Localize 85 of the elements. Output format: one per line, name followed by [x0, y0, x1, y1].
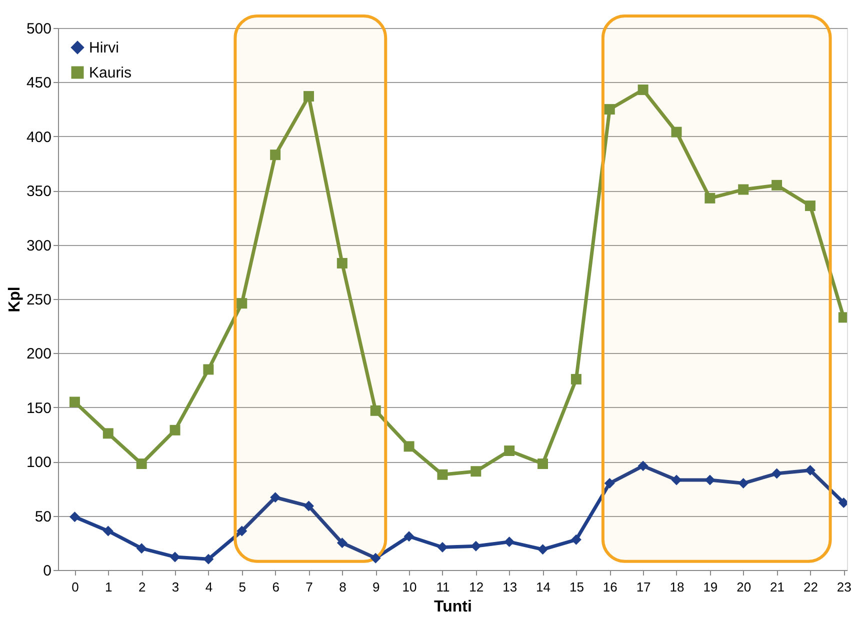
point: [704, 474, 716, 486]
point: [270, 492, 281, 503]
point: [470, 540, 482, 552]
x-tick-label: 12: [469, 580, 484, 594]
point: [504, 446, 515, 456]
point: [102, 526, 114, 536]
x-tick-label: 17: [636, 580, 651, 594]
x-tick-label: 5: [238, 580, 246, 594]
point: [69, 512, 80, 522]
x-tick-label: 16: [602, 580, 618, 594]
x-tick-label: 8: [339, 580, 346, 594]
point: [704, 192, 716, 204]
point: [203, 364, 214, 375]
y-tick-label: 250: [26, 292, 52, 308]
point: [404, 531, 414, 542]
point: [738, 478, 749, 489]
point: [638, 84, 648, 96]
point: [304, 91, 314, 102]
x-tick-label: 4: [205, 580, 213, 594]
point: [370, 405, 381, 416]
point: [370, 552, 381, 564]
point: [69, 396, 80, 408]
point: [470, 466, 482, 477]
point: [804, 200, 816, 212]
point: [336, 538, 348, 548]
x-axis-title: Tunti: [434, 598, 472, 616]
point: [604, 478, 615, 489]
x-tick-label: 14: [536, 580, 550, 594]
point: [671, 474, 682, 486]
point: [437, 469, 448, 480]
point: [738, 184, 749, 195]
x-tick-label: 15: [569, 580, 584, 594]
point: [570, 374, 582, 384]
x-tick-label: 18: [670, 580, 684, 594]
point: [236, 526, 248, 536]
point: [638, 460, 648, 472]
point: [604, 104, 615, 115]
x-tick-label: 7: [306, 580, 313, 594]
point: [236, 298, 248, 309]
y-tick-label: 500: [26, 20, 52, 38]
x-tick-label: 13: [502, 580, 518, 594]
y-tick-label: 150: [26, 400, 52, 417]
x-tick-label: 6: [272, 580, 280, 594]
x-tick-label: 1: [105, 580, 112, 594]
point: [772, 180, 782, 190]
x-tick-label: 19: [703, 580, 718, 594]
y-tick-label: 350: [26, 183, 52, 200]
y-axis-title: Kpl: [6, 286, 24, 312]
point: [671, 126, 682, 138]
legend-label: Kauris: [89, 64, 132, 82]
x-tick-label: 2: [138, 580, 146, 594]
x-tick-label: 11: [436, 580, 450, 594]
point: [538, 544, 548, 555]
y-tick-label: 300: [26, 237, 52, 254]
x-tick-label: 9: [372, 580, 380, 594]
y-tick-label: 100: [26, 454, 52, 472]
y-tick-label: 50: [34, 508, 52, 526]
y-tick-label: 200: [26, 346, 52, 363]
point: [136, 458, 147, 470]
legend-label: Hirvi: [89, 40, 119, 56]
y-tick-label: 0: [43, 562, 52, 580]
point: [404, 441, 414, 452]
point: [772, 468, 782, 479]
point: [170, 552, 180, 562]
x-tick-label: 0: [72, 580, 79, 594]
point: [170, 424, 180, 436]
point: [570, 534, 582, 545]
point: [102, 428, 114, 439]
point: [136, 543, 147, 554]
y-tick-label: 450: [26, 74, 52, 92]
x-tick-label: 20: [736, 580, 752, 594]
point: [203, 554, 214, 564]
point: [437, 542, 448, 552]
x-tick-label: 22: [803, 580, 818, 594]
x-tick-label: 10: [402, 580, 417, 594]
point: [336, 258, 348, 268]
point: [304, 500, 314, 512]
x-tick-label: 23: [836, 580, 851, 594]
x-tick-label: 3: [172, 580, 180, 594]
point: [504, 536, 515, 548]
point: [804, 465, 816, 476]
x-tick-label: 21: [770, 580, 785, 594]
point: [538, 458, 548, 470]
point: [270, 150, 281, 160]
y-tick-label: 400: [26, 128, 52, 146]
